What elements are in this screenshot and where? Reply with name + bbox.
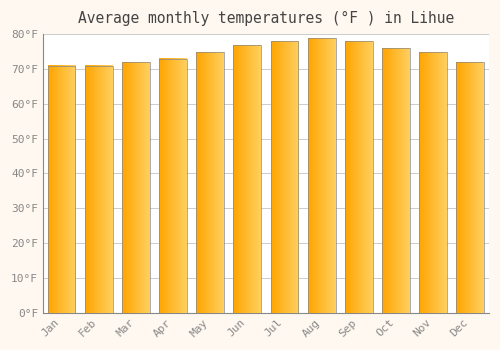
Bar <box>85 65 112 313</box>
Bar <box>419 52 447 313</box>
Bar <box>159 58 187 313</box>
Bar <box>48 65 76 313</box>
Bar <box>382 48 410 313</box>
Bar <box>122 62 150 313</box>
Bar <box>456 62 484 313</box>
Bar <box>345 41 373 313</box>
Title: Average monthly temperatures (°F ) in Lihue: Average monthly temperatures (°F ) in Li… <box>78 11 454 26</box>
Bar <box>196 52 224 313</box>
Bar <box>308 38 336 313</box>
Bar <box>234 45 262 313</box>
Bar <box>270 41 298 313</box>
